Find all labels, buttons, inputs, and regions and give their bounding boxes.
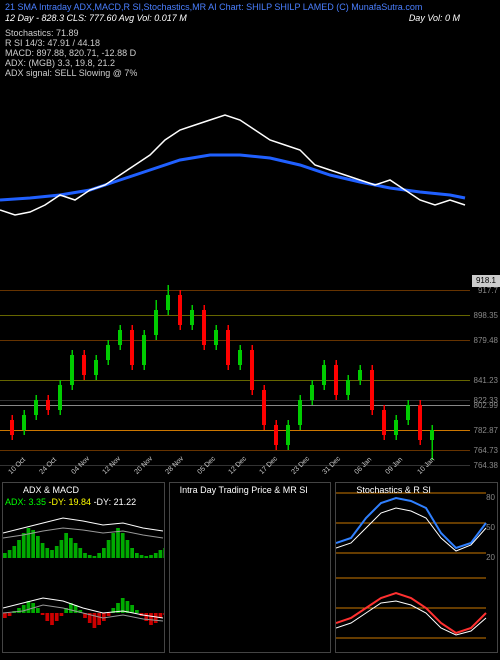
indicator-panels: ADX & MACD ADX: 3.35 -DY: 19.84 -DY: 21.… xyxy=(0,480,500,655)
stochastics-panel: Stochastics & R SI 805020 xyxy=(335,482,498,653)
header-line3: Day Vol: 0 M xyxy=(409,13,460,23)
adx-subtitle: ADX: 3.35 -DY: 19.84 -DY: 21.22 xyxy=(5,497,136,507)
stochastics-value: Stochastics: 71.89 xyxy=(5,28,79,38)
candlestick-chart xyxy=(0,270,470,470)
adx-macd-panel: ADX & MACD ADX: 3.35 -DY: 19.84 -DY: 21.… xyxy=(2,482,165,653)
intraday-title: Intra Day Trading Price & MR SI xyxy=(180,485,308,495)
intraday-panel: Intra Day Trading Price & MR SI xyxy=(169,482,332,653)
macd-value: MACD: 897.88, 820.71, -12.88 D xyxy=(5,48,136,58)
rsi-value: R SI 14/3: 47.91 / 44.18 xyxy=(5,38,100,48)
sma-line-chart xyxy=(0,70,500,270)
header-line2: 12 Day - 828.3 CLS: 777.60 Avg Vol: 0.01… xyxy=(5,13,187,23)
price-axis: 917.7898.35879.48841.23822.33802.99782.8… xyxy=(470,270,500,470)
date-axis: 10 Oct24 Oct04 Nov12 Nov20 Nov28 Nov05 D… xyxy=(0,470,470,480)
stoch-title: Stochastics & R SI xyxy=(356,485,431,495)
chart-header: 21 SMA Intraday ADX,MACD,R SI,Stochastic… xyxy=(0,0,500,70)
adx-title: ADX & MACD xyxy=(23,485,79,495)
adx-value: ADX: (MGB) 3.3, 19.8, 21.2 xyxy=(5,58,115,68)
header-line1: 21 SMA Intraday ADX,MACD,R SI,Stochastic… xyxy=(5,2,422,12)
